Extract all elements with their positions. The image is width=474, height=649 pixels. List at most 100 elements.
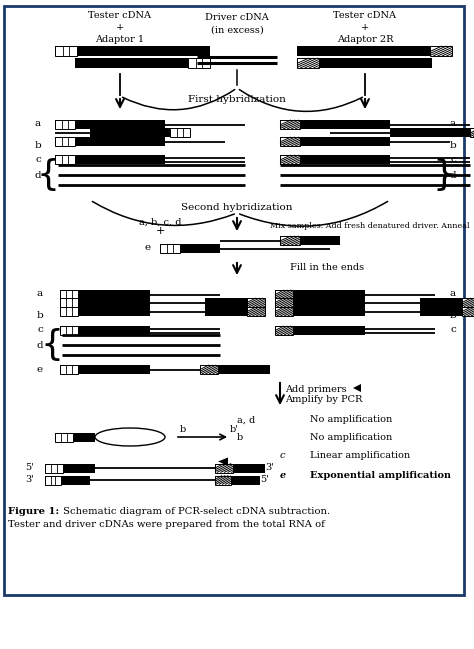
Bar [420, 298, 474, 307]
Text: Add primers: Add primers [285, 386, 350, 395]
Text: b: b [237, 432, 243, 441]
Bar [160, 244, 180, 253]
Bar [55, 46, 77, 56]
Text: 5': 5' [261, 476, 269, 485]
Bar [215, 476, 260, 485]
Bar [60, 298, 78, 307]
Text: Linear amplification: Linear amplification [310, 450, 410, 459]
Bar [60, 290, 78, 299]
Bar [55, 46, 210, 56]
Text: c: c [450, 154, 456, 164]
Text: c: c [35, 154, 41, 164]
Text: (in excess): (in excess) [210, 25, 264, 34]
Bar [275, 307, 293, 316]
Bar [470, 128, 474, 137]
Text: Tester cDNA: Tester cDNA [89, 10, 152, 19]
Bar [297, 58, 432, 68]
Ellipse shape [95, 428, 165, 446]
Text: a: a [450, 289, 456, 299]
Text: a: a [37, 289, 43, 299]
Bar [200, 365, 218, 374]
Text: c: c [37, 326, 43, 334]
Bar [60, 290, 150, 299]
Bar [60, 365, 150, 374]
Text: Second hybridization: Second hybridization [181, 202, 293, 212]
Bar [160, 244, 220, 253]
Text: d: d [35, 171, 41, 180]
Bar [275, 298, 365, 307]
Bar [45, 463, 63, 472]
Bar [280, 155, 300, 164]
Bar [60, 307, 78, 316]
Text: d: d [36, 341, 43, 350]
Text: c: c [450, 326, 456, 334]
Bar [55, 155, 165, 164]
Bar [247, 307, 265, 316]
Text: a, d: a, d [237, 415, 255, 424]
Bar [55, 120, 165, 129]
Text: e: e [37, 365, 43, 374]
Bar [60, 326, 78, 335]
Text: e: e [280, 472, 286, 480]
Bar [90, 128, 190, 137]
Text: First hybridization: First hybridization [188, 95, 286, 104]
Text: 5': 5' [26, 463, 35, 472]
Text: Driver cDNA: Driver cDNA [205, 14, 269, 23]
Bar [55, 432, 95, 441]
Text: 3': 3' [265, 463, 274, 472]
Bar [200, 365, 270, 374]
Text: {: { [36, 158, 60, 192]
Text: Tester cDNA: Tester cDNA [334, 10, 396, 19]
Text: Figure 1:: Figure 1: [8, 507, 59, 516]
Bar [280, 236, 340, 245]
Bar [280, 155, 390, 164]
Bar [275, 307, 365, 316]
Text: +: + [155, 226, 164, 236]
Text: +: + [116, 23, 124, 32]
Bar [275, 290, 365, 299]
Bar [45, 463, 95, 472]
Text: Tester and driver cDNAs were prepared from the total RNA of: Tester and driver cDNAs were prepared fr… [8, 520, 325, 529]
Bar [275, 326, 365, 335]
Bar [275, 298, 293, 307]
Bar [430, 46, 452, 56]
Bar [280, 236, 300, 245]
Bar [75, 58, 210, 68]
Text: {: { [40, 328, 64, 362]
Bar [297, 46, 452, 56]
Polygon shape [218, 458, 228, 465]
Text: 3': 3' [26, 476, 35, 485]
Bar [55, 137, 75, 146]
Bar [215, 463, 233, 472]
Text: +: + [361, 23, 369, 32]
Bar [280, 120, 390, 129]
Bar [247, 298, 265, 307]
FancyArrowPatch shape [122, 90, 235, 110]
Text: b: b [450, 310, 456, 319]
Bar [60, 298, 150, 307]
Text: No amplification: No amplification [310, 415, 392, 424]
Bar [60, 326, 150, 335]
Text: a: a [35, 119, 41, 129]
Bar [275, 326, 293, 335]
Polygon shape [353, 384, 361, 392]
FancyArrowPatch shape [92, 201, 235, 225]
Bar [280, 137, 300, 146]
Bar [55, 155, 75, 164]
Text: Mix samples. Add fresh denatured driver. Anneal: Mix samples. Add fresh denatured driver.… [270, 222, 470, 230]
FancyArrowPatch shape [239, 201, 388, 227]
Text: d: d [450, 171, 456, 180]
Bar [297, 58, 319, 68]
Bar [280, 137, 390, 146]
Bar [55, 120, 75, 129]
Bar [420, 307, 474, 316]
Bar [280, 120, 300, 129]
Bar [60, 307, 150, 316]
Text: Schematic diagram of PCR-select cDNA subtraction.: Schematic diagram of PCR-select cDNA sub… [60, 507, 330, 516]
Bar [60, 365, 78, 374]
Text: b: b [450, 140, 456, 149]
Text: No amplification: No amplification [310, 432, 392, 441]
FancyArrowPatch shape [239, 90, 363, 112]
Text: Exponential amplification: Exponential amplification [310, 472, 451, 480]
Bar [462, 307, 474, 316]
